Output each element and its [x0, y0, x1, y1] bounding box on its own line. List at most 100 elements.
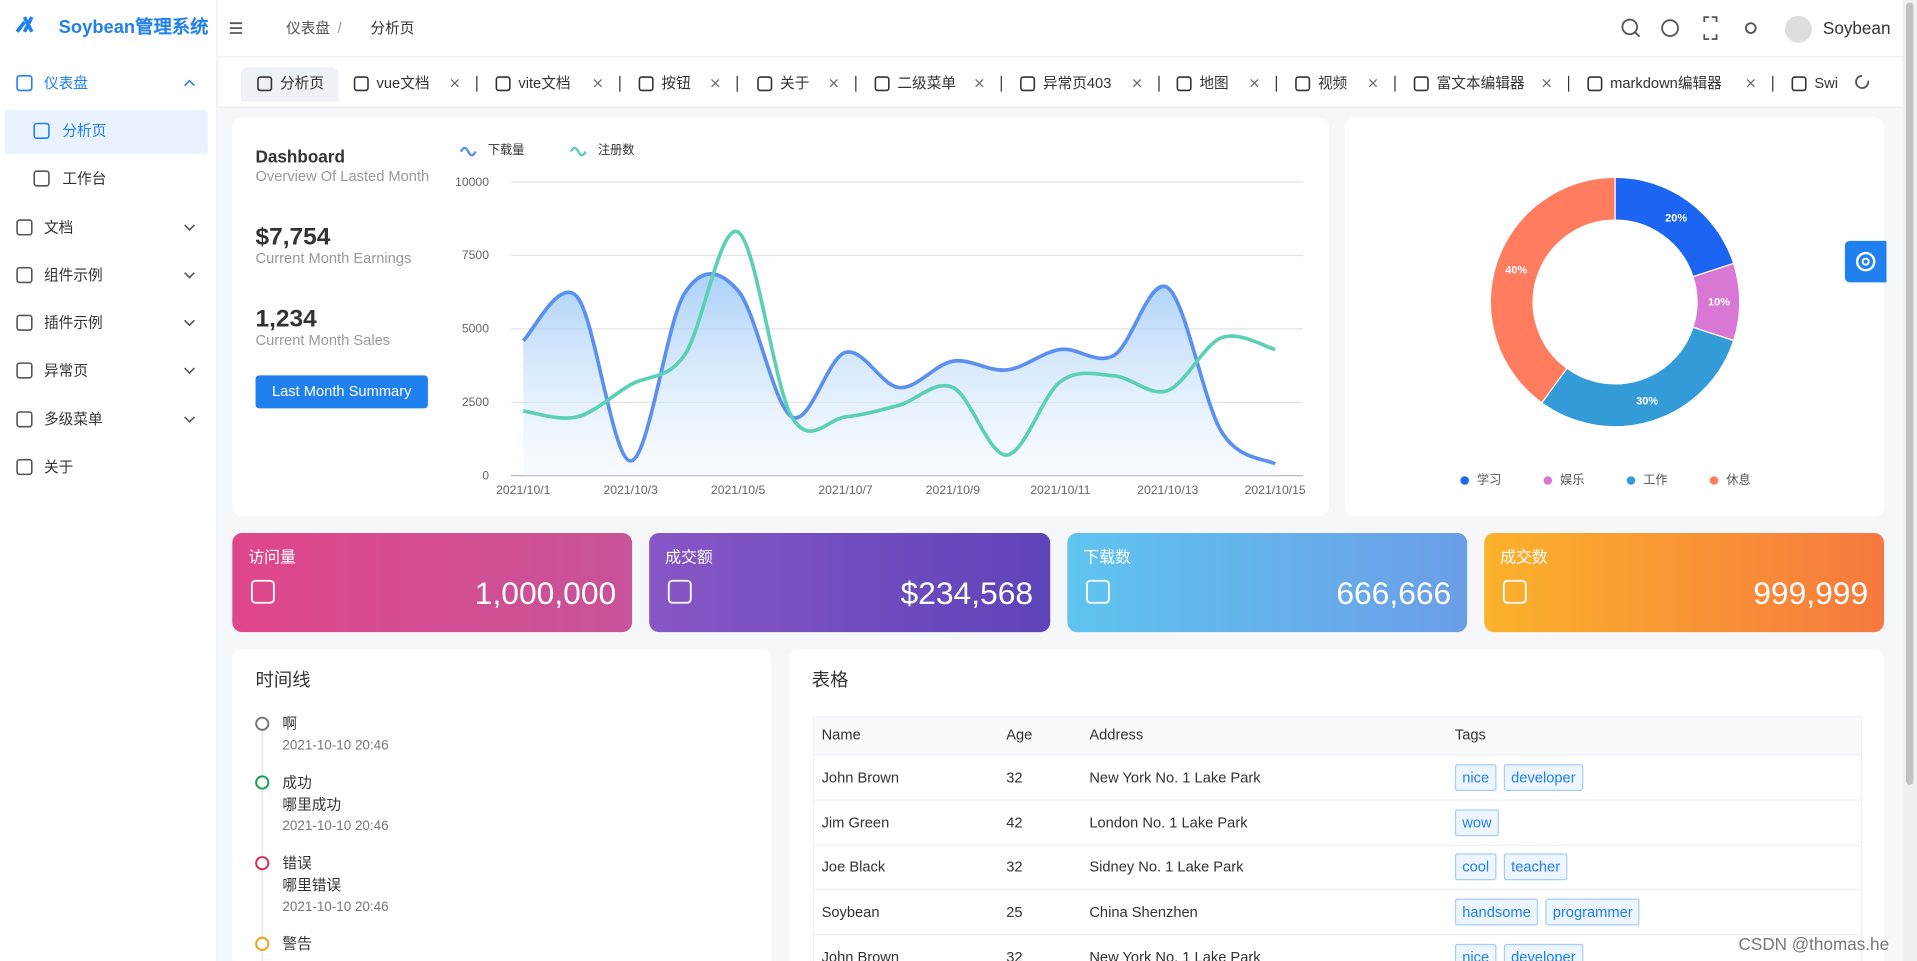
menu-item[interactable]: 多级菜单 — [44, 410, 103, 428]
menu-item[interactable]: 工作台 — [62, 169, 107, 188]
table-header: Age — [1006, 726, 1033, 744]
breadcrumb[interactable]: 仪表盘 — [286, 19, 331, 37]
row-border — [814, 889, 1860, 891]
timeline-line — [261, 731, 263, 961]
summary-button[interactable]: Last Month Summary — [255, 375, 428, 409]
table-header: Tags — [1454, 726, 1486, 744]
gear-icon — [1855, 251, 1876, 272]
menu-item[interactable]: 文档 — [44, 218, 74, 236]
tab[interactable]: 分析页 — [279, 74, 325, 92]
table-header-bg — [814, 717, 1860, 756]
table-cell: New York No. 1 Lake Park — [1089, 948, 1261, 961]
table-cell: John Brown — [821, 769, 900, 787]
timeline-item-title: 警告 — [282, 935, 312, 953]
timeline-time: 2021-10-10 20:46 — [282, 738, 389, 754]
tag: cool — [1454, 853, 1497, 881]
tab[interactable]: 关于 — [780, 74, 810, 92]
scroll-thumb — [1906, 2, 1914, 785]
card — [649, 533, 1051, 633]
table-panel — [788, 649, 1885, 961]
timeline-time: 2021-10-10 20:46 — [282, 819, 389, 834]
timeline-item-title: 错误 — [282, 854, 312, 872]
tag: nice — [1454, 764, 1497, 792]
header — [217, 0, 1917, 58]
scrollbar — [1902, 0, 1917, 961]
tag: developer — [1503, 764, 1583, 792]
card-value: 999,999 — [1753, 574, 1869, 612]
timeline-item-title: 成功 — [282, 773, 312, 792]
menu-item[interactable]: 异常页 — [44, 361, 89, 380]
tag-group: cool teacher — [1454, 853, 1575, 881]
active-tab-bg — [240, 67, 339, 102]
menu-item[interactable]: 插件示例 — [44, 314, 103, 332]
table-header: Name — [821, 726, 861, 744]
tab[interactable]: vite文档 — [518, 74, 571, 92]
tag: developer — [1503, 943, 1583, 961]
tab[interactable]: 按钮 — [661, 74, 691, 92]
card-title: 成交数 — [1500, 547, 1548, 567]
menu-item[interactable]: 关于 — [44, 458, 74, 476]
dash-subtitle: Overview Of Lasted Month — [255, 167, 430, 185]
stat-label: Current Month Earnings — [255, 249, 412, 267]
table-cell: Sidney No. 1 Lake Park — [1089, 858, 1244, 876]
menu-item[interactable]: 组件示例 — [44, 266, 103, 284]
stat-label: Current Month Sales — [255, 331, 391, 349]
tag-group: handsome programmer — [1454, 898, 1647, 926]
tab[interactable]: Swi — [1814, 74, 1838, 92]
tag-group: wow — [1454, 808, 1506, 836]
card-title: 访问量 — [248, 547, 296, 567]
dash-title: Dashboard — [255, 146, 345, 167]
tag-group: nice developer — [1454, 764, 1590, 792]
stat-value: 1,234 — [255, 305, 317, 333]
tag: handsome — [1454, 898, 1539, 926]
tab[interactable]: 二级菜单 — [897, 74, 957, 92]
table-cell: 32 — [1006, 769, 1023, 787]
timeline-desc: 哪里成功 — [282, 795, 342, 814]
timeline-desc: 哪里错误 — [282, 876, 342, 894]
card — [232, 533, 633, 633]
table-cell: Jim Green — [821, 813, 890, 831]
tab[interactable]: vue文档 — [376, 74, 430, 92]
table-cell: 42 — [1006, 813, 1023, 831]
pie-panel — [1344, 117, 1885, 516]
user-name[interactable]: Soybean — [1822, 18, 1891, 38]
card-value: $234,568 — [900, 574, 1034, 612]
menu-item[interactable]: 分析页 — [62, 122, 107, 140]
watermark: CSDN @thomas.he — [1738, 934, 1890, 954]
table-frame — [813, 716, 1863, 961]
timeline-time: 2021-10-10 20:46 — [282, 899, 389, 915]
table-header: Address — [1089, 726, 1144, 744]
row-border — [814, 844, 1860, 846]
tab[interactable]: 视频 — [1317, 74, 1348, 92]
tag-group: nice developer — [1454, 943, 1590, 961]
table-cell: 32 — [1006, 948, 1023, 961]
tag: nice — [1454, 943, 1497, 961]
table-cell: 32 — [1006, 858, 1023, 876]
tab[interactable]: 异常页403 — [1042, 74, 1112, 92]
timeline-title: 时间线 — [255, 669, 311, 691]
logo-text: Soybean管理系统 — [58, 17, 209, 38]
tab[interactable]: 富文本编辑器 — [1436, 74, 1525, 92]
breadcrumb-sep: / — [337, 19, 342, 37]
tab[interactable]: markdown编辑器 — [1610, 74, 1722, 92]
card — [1484, 533, 1885, 633]
card-value: 666,666 — [1336, 574, 1452, 612]
row-border — [814, 799, 1860, 801]
stat-value: $7,754 — [255, 223, 331, 251]
card-title: 成交额 — [665, 547, 713, 567]
tag: wow — [1454, 808, 1499, 836]
tag: programmer — [1545, 898, 1641, 926]
card-value: 1,000,000 — [474, 574, 617, 612]
menu-item[interactable]: 仪表盘 — [44, 74, 89, 92]
tab[interactable]: 地图 — [1199, 74, 1229, 92]
table-cell: London No. 1 Lake Park — [1089, 813, 1248, 831]
tag: teacher — [1503, 853, 1568, 881]
table-cell: China Shenzhen — [1089, 903, 1198, 921]
table-cell: New York No. 1 Lake Park — [1089, 769, 1261, 787]
settings-button[interactable] — [1844, 240, 1887, 283]
row-border — [814, 934, 1860, 936]
breadcrumb[interactable]: 分析页 — [370, 19, 415, 37]
table-cell: John Brown — [821, 948, 900, 961]
